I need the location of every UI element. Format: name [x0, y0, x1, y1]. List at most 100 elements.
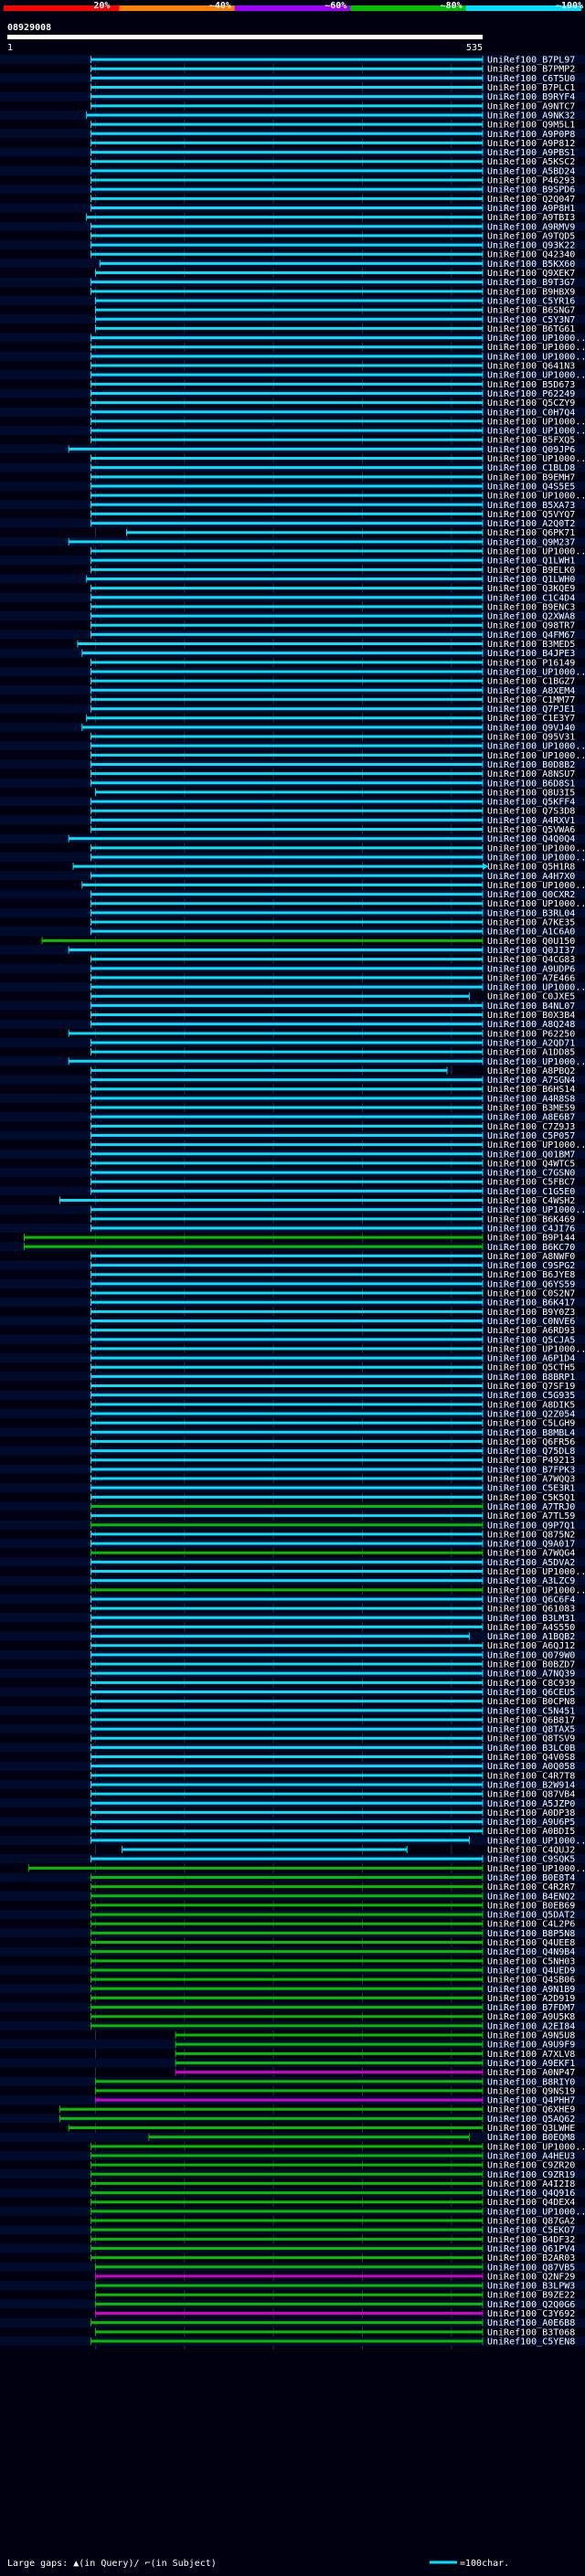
hit-label[interactable]: UniRef100_Q9M237	[487, 537, 575, 547]
hit-label[interactable]: UniRef100_A7SGN4	[487, 1076, 575, 1086]
hit-row[interactable]: UniRef100_P62250	[68, 1029, 575, 1039]
hit-label[interactable]: UniRef100_B9P144	[487, 1234, 575, 1244]
hit-row[interactable]: UniRef100_UP1000..	[90, 1567, 585, 1577]
hit-row[interactable]: UniRef100_Q641N3	[90, 362, 576, 372]
hit-row[interactable]: UniRef100_A5BD24	[0, 165, 585, 177]
hit-label[interactable]: UniRef100_C4L2P6	[487, 1920, 575, 1930]
hit-row[interactable]: UniRef100_B3LPW3	[0, 2281, 585, 2292]
hit-row[interactable]: UniRef100_C5LGH9	[90, 1419, 576, 1429]
hit-label[interactable]: UniRef100_Q1LWH1	[487, 557, 575, 567]
hit-label[interactable]: UniRef100_A1DD85	[487, 1048, 575, 1058]
hit-row[interactable]: UniRef100_Q4DEX4	[90, 2198, 576, 2208]
hit-label[interactable]: UniRef100_B6D8S1	[487, 779, 575, 789]
hit-label[interactable]: UniRef100_A8PBQ2	[487, 1066, 575, 1076]
hit-label[interactable]: UniRef100_Q6CEU5	[487, 1688, 575, 1698]
hit-label[interactable]: UniRef100_A2QD71	[487, 1038, 575, 1048]
hit-label[interactable]: UniRef100_Q2NF29	[487, 2272, 575, 2282]
hit-row[interactable]: UniRef100_P62249	[0, 388, 585, 399]
hit-row[interactable]: UniRef100_Q75DL8	[0, 1446, 585, 1458]
hit-row[interactable]: UniRef100_Q3LWHE	[68, 2124, 575, 2134]
hit-label[interactable]: UniRef100_UP1000..	[487, 742, 585, 752]
hit-row[interactable]: UniRef100_B3MED5	[77, 640, 575, 650]
hit-row[interactable]: UniRef100_A3LZC9	[0, 1575, 585, 1587]
hit-row[interactable]: UniRef100_Q5KFF4	[0, 797, 585, 808]
hit-label[interactable]: UniRef100_A5KSC2	[487, 157, 575, 167]
hit-row[interactable]: UniRef100_A4HEU3	[0, 2150, 585, 2162]
hit-label[interactable]: UniRef100_Q7S3D8	[487, 807, 575, 817]
hit-row[interactable]: UniRef100_UP1000..	[0, 1204, 585, 1216]
hit-label[interactable]: UniRef100_C3Y692	[487, 2309, 575, 2319]
hit-row[interactable]: UniRef100_Q875N2	[90, 1530, 576, 1540]
hit-row[interactable]: UniRef100_Q1LWH1	[0, 556, 585, 567]
hit-label[interactable]: UniRef100_Q4DEX4	[487, 2198, 575, 2208]
hit-row[interactable]: UniRef100_A9P812	[90, 139, 576, 149]
hit-label[interactable]: UniRef100_B0BZD7	[487, 1660, 575, 1670]
hit-label[interactable]: UniRef100_B6HS14	[487, 1085, 575, 1095]
hit-row[interactable]: UniRef100_UP1000..	[90, 343, 585, 353]
hit-label[interactable]: UniRef100_A6P1D4	[487, 1354, 575, 1364]
hit-row[interactable]: UniRef100_C4WSH2	[58, 1196, 575, 1206]
hit-row[interactable]: UniRef100_B6SNG7	[94, 306, 575, 316]
hit-label[interactable]: UniRef100_B4NL07	[487, 1002, 575, 1012]
hit-label[interactable]: UniRef100_Q5KFF4	[487, 798, 575, 808]
hit-label[interactable]: UniRef100_A0NP47	[487, 2068, 575, 2078]
hit-row[interactable]: UniRef100_B6K417	[0, 1298, 585, 1309]
hit-label[interactable]: UniRef100_C4QUJ2	[487, 1846, 575, 1856]
hit-label[interactable]: UniRef100_A9P8H1	[487, 204, 575, 214]
hit-row[interactable]: UniRef100_B9HBX9	[90, 287, 576, 297]
hit-row[interactable]: UniRef100_B6HS14	[90, 1085, 576, 1095]
hit-row[interactable]: UniRef100_UP1000..	[90, 492, 585, 502]
hit-row[interactable]: UniRef100_A2EI84	[0, 2020, 585, 2032]
hit-label[interactable]: UniRef100_Q641N3	[487, 362, 575, 372]
hit-label[interactable]: UniRef100_B9ZE22	[487, 2291, 575, 2301]
hit-label[interactable]: UniRef100_C5YR16	[487, 296, 575, 306]
hit-row[interactable]: UniRef100_Q5CTH5	[90, 1363, 576, 1373]
hit-label[interactable]: UniRef100_UP1000..	[487, 751, 585, 761]
hit-label[interactable]: UniRef100_P62249	[487, 389, 575, 399]
hit-row[interactable]: UniRef100_C1BGZ7	[90, 677, 576, 687]
hit-row[interactable]: UniRef100_UP1000..	[90, 899, 585, 909]
hit-label[interactable]: UniRef100_C5Y3N7	[487, 315, 575, 325]
hit-label[interactable]: UniRef100_B7PMP2	[487, 65, 575, 75]
hit-label[interactable]: UniRef100_Q1LWH0	[487, 575, 575, 585]
hit-label[interactable]: UniRef100_A8E6B7	[487, 1113, 575, 1123]
hit-row[interactable]: UniRef100_A7WQQ3	[90, 1475, 576, 1485]
hit-label[interactable]: UniRef100_B0CPN8	[487, 1697, 575, 1707]
hit-label[interactable]: UniRef100_Q3KQE9	[487, 584, 575, 594]
hit-row[interactable]: UniRef100_UP1000..	[90, 417, 585, 427]
hit-label[interactable]: UniRef100_C5FBC7	[487, 1178, 575, 1188]
hit-label[interactable]: UniRef100_A2EI84	[487, 2021, 575, 2031]
hit-row[interactable]: UniRef100_Q42340	[90, 250, 576, 260]
hit-label[interactable]: UniRef100_C7GSN0	[487, 1169, 575, 1179]
hit-row[interactable]: UniRef100_C4JI76	[0, 1223, 585, 1235]
hit-label[interactable]: UniRef100_C5EKO7	[487, 2226, 575, 2236]
hit-row[interactable]: UniRef100_B9ENC3	[90, 602, 576, 612]
hit-label[interactable]: UniRef100_UP1000..	[487, 492, 585, 502]
hit-label[interactable]: UniRef100_A5DVA2	[487, 1558, 575, 1568]
hit-label[interactable]: UniRef100_UP1000..	[487, 1864, 585, 1874]
hit-label[interactable]: UniRef100_B3RL04	[487, 908, 575, 918]
hit-row[interactable]: UniRef100_A9NK32	[0, 110, 585, 122]
hit-row[interactable]: UniRef100_A9UDP6	[0, 963, 585, 975]
hit-label[interactable]: UniRef100_C5YEN8	[487, 2337, 575, 2347]
hit-row[interactable]: UniRef100_C1G5E0	[0, 1186, 585, 1197]
hit-row[interactable]: UniRef100_A9TQD5	[90, 231, 576, 241]
hit-row[interactable]: UniRef100_P16149	[90, 658, 576, 668]
hit-label[interactable]: UniRef100_B6JYE8	[487, 1270, 575, 1280]
hit-row[interactable]: UniRef100_C9SPG2	[0, 1260, 585, 1272]
hit-label[interactable]: UniRef100_B9T3G7	[487, 278, 575, 288]
hit-row[interactable]: UniRef100_C5G935	[0, 1390, 585, 1402]
hit-label[interactable]: UniRef100_A4S550	[487, 1623, 575, 1633]
hit-row[interactable]: UniRef100_C1C4D4	[0, 592, 585, 604]
hit-label[interactable]: UniRef100_A7E466	[487, 973, 575, 983]
hit-label[interactable]: UniRef100_Q6PK71	[487, 528, 575, 538]
hit-row[interactable]: UniRef100_B7PLC1	[90, 83, 576, 93]
hit-row[interactable]: UniRef100_Q7PJE1	[0, 704, 585, 716]
hit-row[interactable]: UniRef100_Q5VYQ7	[90, 510, 576, 520]
hit-label[interactable]: UniRef100_Q0CXR2	[487, 890, 575, 900]
hit-label[interactable]: UniRef100_A8DIK5	[487, 1400, 575, 1410]
hit-row[interactable]: UniRef100_A6P1D4	[0, 1353, 585, 1364]
hit-row[interactable]: UniRef100_Q8TAX5	[0, 1724, 585, 1735]
hit-row[interactable]: UniRef100_P46293	[90, 176, 576, 186]
hit-label[interactable]: UniRef100_UP1000..	[487, 853, 585, 863]
